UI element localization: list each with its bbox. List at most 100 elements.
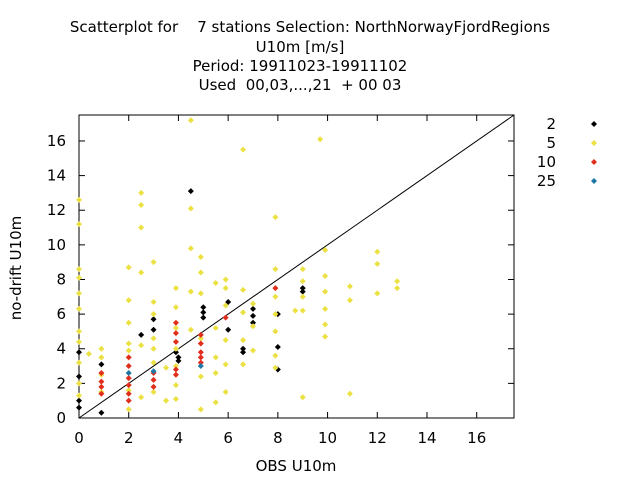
data-point	[150, 376, 157, 383]
y-axis-label: no-drift U10m	[7, 216, 25, 321]
data-point	[187, 288, 194, 295]
data-point	[322, 273, 329, 280]
data-point	[272, 266, 279, 273]
data-point	[317, 136, 324, 143]
data-point	[125, 390, 132, 397]
data-point	[299, 278, 306, 285]
data-point	[250, 323, 256, 330]
data-point	[394, 278, 401, 285]
data-point	[125, 406, 132, 413]
data-point	[172, 395, 179, 402]
data-point	[322, 288, 329, 295]
axes: 0 2 4 6 8 10 12 14 16 0 2 4 6 8 10 12 14 16	[47, 114, 515, 447]
data-point	[76, 359, 82, 366]
data-point	[222, 361, 229, 368]
x-tick-label: 12	[368, 429, 387, 447]
data-point	[138, 394, 145, 401]
legend-entry-10: 10	[537, 153, 597, 171]
data-point	[250, 319, 256, 326]
data-point	[272, 311, 279, 318]
diagonal-reference	[78, 114, 515, 419]
data-point	[138, 331, 145, 338]
y-tick-label: 12	[47, 201, 66, 219]
data-point	[76, 266, 82, 273]
data-point	[76, 196, 82, 203]
data-point	[125, 297, 132, 304]
data-point	[187, 205, 194, 212]
data-point	[197, 335, 204, 342]
data-point	[138, 202, 145, 209]
data-point	[150, 345, 157, 352]
data-point	[187, 245, 194, 252]
data-point	[240, 146, 247, 153]
y-tick-label: 10	[47, 236, 66, 254]
chart-title-line-3: Period: 19911023-19911102	[192, 57, 408, 75]
data-point	[125, 354, 132, 361]
data-point	[138, 342, 145, 349]
series-2	[76, 188, 306, 416]
data-point	[272, 328, 279, 335]
data-point	[125, 340, 132, 347]
data-point	[76, 349, 82, 356]
legend-marker	[591, 178, 597, 184]
data-point	[172, 330, 179, 337]
one-to-one-line	[78, 114, 515, 419]
data-point	[76, 290, 82, 297]
legend-label: 10	[537, 153, 556, 171]
data-point	[98, 345, 105, 352]
data-point	[76, 380, 82, 387]
data-point	[125, 375, 132, 382]
legend-entry-25: 25	[537, 172, 597, 190]
y-tick-label: 16	[47, 132, 66, 150]
data-point	[125, 382, 132, 389]
chart-title-line-4: Used 00,03,...,21 + 00 03	[198, 76, 402, 94]
data-point	[240, 286, 247, 293]
data-point	[125, 319, 132, 326]
data-point	[250, 347, 256, 354]
data-point	[322, 321, 329, 328]
data-point	[212, 279, 219, 286]
data-point	[172, 382, 179, 389]
data-point	[374, 248, 381, 255]
chart-title-line-2: U10m [m/s]	[255, 38, 345, 56]
data-point	[240, 309, 247, 316]
data-point	[222, 389, 229, 396]
data-point	[222, 302, 229, 309]
data-point	[272, 214, 279, 221]
data-point	[240, 337, 247, 344]
data-point	[138, 224, 145, 231]
data-point	[187, 326, 194, 333]
data-point	[197, 331, 204, 338]
data-point	[272, 352, 279, 359]
data-point	[212, 369, 219, 376]
data-point	[125, 369, 132, 376]
data-point	[250, 312, 256, 319]
data-point	[150, 383, 157, 390]
legend-label: 2	[546, 115, 556, 133]
data-point	[187, 188, 194, 195]
x-tick-label: 14	[417, 429, 436, 447]
data-point	[172, 371, 179, 378]
data-point	[150, 326, 157, 333]
data-point	[197, 406, 204, 413]
data-point	[125, 347, 132, 354]
data-point	[76, 392, 82, 399]
series-5	[76, 117, 401, 413]
data-points	[76, 117, 401, 416]
data-point	[322, 247, 329, 254]
legend-marker	[591, 140, 597, 146]
data-point	[138, 269, 145, 276]
data-point	[197, 354, 204, 361]
legend-entry-2: 2	[546, 115, 597, 133]
data-point	[76, 338, 82, 345]
data-point	[172, 324, 179, 331]
data-point	[172, 319, 179, 326]
data-point	[76, 274, 82, 281]
data-point	[138, 189, 145, 196]
y-tick-label: 0	[56, 409, 66, 427]
data-point	[76, 373, 82, 380]
data-point	[197, 373, 204, 380]
data-point	[197, 363, 204, 370]
y-tick-label: 2	[56, 374, 66, 392]
